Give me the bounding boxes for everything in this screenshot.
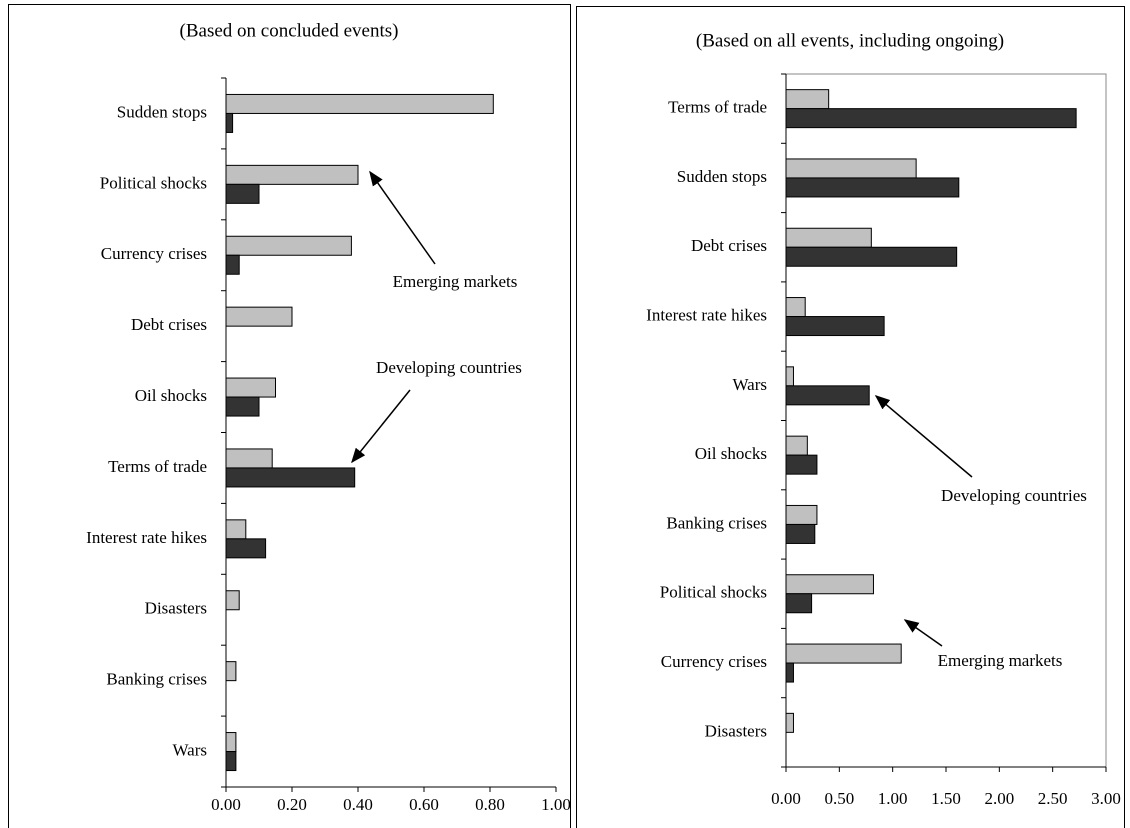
- bar: [785, 246, 958, 267]
- category-label: Political shocks: [100, 173, 207, 192]
- bar: [225, 732, 237, 753]
- bar: [785, 593, 813, 614]
- bar: [225, 306, 293, 327]
- annotation-arrow: [369, 170, 436, 265]
- x-tick-label: 1.00: [541, 795, 571, 814]
- x-tick-label: 1.00: [878, 789, 908, 808]
- bar: [785, 643, 902, 664]
- bar: [225, 183, 260, 204]
- bar: [785, 108, 1077, 129]
- category-label: Banking crises: [666, 513, 767, 532]
- x-tick-label: 0.40: [343, 795, 373, 814]
- bar: [785, 574, 874, 595]
- category-label: Debt crises: [691, 236, 767, 255]
- bar: [785, 712, 794, 733]
- bar: [225, 467, 356, 488]
- category-label: Wars: [172, 740, 207, 759]
- category-label: Currency crises: [661, 652, 767, 671]
- x-tick-label: 0.80: [475, 795, 505, 814]
- x-tick-label: 0.20: [277, 795, 307, 814]
- bar: [785, 177, 960, 198]
- bar: [785, 158, 917, 179]
- category-label: Disasters: [145, 599, 207, 618]
- x-tick-label: 0.00: [771, 789, 801, 808]
- bar: [785, 316, 885, 337]
- annotation-arrow: [874, 395, 973, 478]
- annotation-arrow: [351, 389, 411, 464]
- category-label: Wars: [732, 375, 767, 394]
- category-label: Terms of trade: [668, 98, 767, 117]
- bar: [225, 751, 237, 772]
- bar: [225, 538, 267, 559]
- category-label: Interest rate hikes: [86, 528, 207, 547]
- bar: [225, 448, 273, 469]
- bar: [785, 89, 830, 110]
- category-label: Oil shocks: [695, 444, 767, 463]
- bar: [785, 454, 818, 475]
- bar: [785, 523, 816, 544]
- bar: [225, 377, 276, 398]
- bar: [225, 164, 359, 185]
- category-label: Sudden stops: [117, 102, 207, 121]
- x-tick-label: 1.50: [931, 789, 961, 808]
- category-label: Banking crises: [106, 670, 207, 689]
- category-label: Political shocks: [660, 583, 767, 602]
- chart-title: (Based on all events, including ongoing): [696, 30, 1004, 51]
- bar: [225, 93, 494, 114]
- bar: [785, 504, 818, 525]
- series-annotation: Emerging markets: [938, 651, 1063, 670]
- category-label: Sudden stops: [677, 167, 767, 186]
- x-tick-label: 0.60: [409, 795, 439, 814]
- chart-title: (Based on concluded events): [180, 20, 399, 41]
- bar: [225, 254, 240, 275]
- x-tick-label: 0.00: [211, 795, 241, 814]
- x-tick-label: 0.50: [824, 789, 854, 808]
- series-annotation: Developing countries: [941, 486, 1087, 505]
- category-label: Debt crises: [131, 315, 207, 334]
- bar: [785, 366, 794, 387]
- bar: [225, 396, 260, 417]
- category-label: Interest rate hikes: [646, 305, 767, 324]
- bar: [785, 297, 806, 318]
- bar: [785, 662, 794, 683]
- category-label: Currency crises: [101, 244, 207, 263]
- panel-frame: [576, 6, 1125, 828]
- annotation-arrow: [903, 619, 943, 647]
- x-tick-label: 2.50: [1038, 789, 1068, 808]
- x-tick-label: 2.00: [984, 789, 1014, 808]
- bar: [225, 519, 247, 540]
- category-label: Oil shocks: [135, 386, 207, 405]
- bar: [785, 227, 872, 248]
- panel-frame: [8, 4, 571, 828]
- category-label: Terms of trade: [108, 457, 207, 476]
- bar: [225, 590, 240, 611]
- bar: [225, 661, 237, 682]
- x-tick-label: 3.00: [1091, 789, 1121, 808]
- bar: [785, 435, 808, 456]
- bar: [785, 385, 870, 406]
- series-annotation: Emerging markets: [393, 272, 518, 291]
- bar: [225, 112, 234, 133]
- category-label: Disasters: [705, 721, 767, 740]
- bar: [225, 235, 352, 256]
- series-annotation: Developing countries: [376, 358, 522, 377]
